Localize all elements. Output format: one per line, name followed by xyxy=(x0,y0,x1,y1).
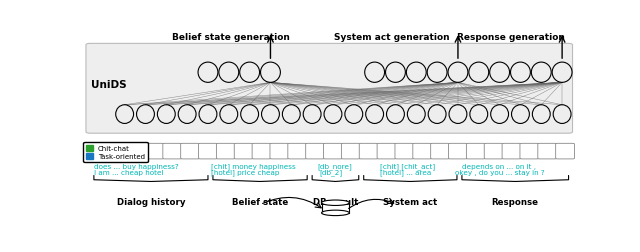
FancyBboxPatch shape xyxy=(556,144,575,159)
Text: Response: Response xyxy=(492,197,538,206)
Ellipse shape xyxy=(321,200,349,206)
Text: does ... buy happiness?: does ... buy happiness? xyxy=(94,163,179,169)
FancyBboxPatch shape xyxy=(252,144,271,159)
Text: DB result: DB result xyxy=(313,197,358,206)
FancyBboxPatch shape xyxy=(502,144,521,159)
FancyBboxPatch shape xyxy=(234,144,253,159)
FancyBboxPatch shape xyxy=(109,144,128,159)
FancyBboxPatch shape xyxy=(145,144,164,159)
FancyBboxPatch shape xyxy=(198,144,218,159)
Text: UniDS: UniDS xyxy=(91,80,127,89)
FancyBboxPatch shape xyxy=(467,144,485,159)
FancyBboxPatch shape xyxy=(484,144,503,159)
Ellipse shape xyxy=(321,210,349,216)
FancyBboxPatch shape xyxy=(92,144,110,159)
Text: System act: System act xyxy=(383,197,438,206)
FancyBboxPatch shape xyxy=(163,144,182,159)
FancyBboxPatch shape xyxy=(180,144,200,159)
Text: Response generation: Response generation xyxy=(456,33,564,42)
Text: [db_nore]: [db_nore] xyxy=(317,163,352,169)
Text: System act generation: System act generation xyxy=(333,33,449,42)
FancyBboxPatch shape xyxy=(86,44,573,134)
Text: Belief state generation: Belief state generation xyxy=(172,33,290,42)
Text: okey , do you ... stay in ?: okey , do you ... stay in ? xyxy=(455,169,545,175)
FancyBboxPatch shape xyxy=(270,144,289,159)
FancyBboxPatch shape xyxy=(413,144,431,159)
Text: [hotel] price cheap: [hotel] price cheap xyxy=(211,169,280,176)
FancyBboxPatch shape xyxy=(431,144,449,159)
Text: [db_2]: [db_2] xyxy=(319,169,342,176)
Text: I am ... cheap hotel: I am ... cheap hotel xyxy=(94,169,163,175)
Legend: Chit-chat, Task-oriented: Chit-chat, Task-oriented xyxy=(83,142,148,163)
FancyBboxPatch shape xyxy=(127,144,146,159)
FancyBboxPatch shape xyxy=(377,144,396,159)
Text: depends on ... on it ,: depends on ... on it , xyxy=(462,163,536,169)
FancyBboxPatch shape xyxy=(520,144,539,159)
FancyBboxPatch shape xyxy=(341,144,360,159)
FancyBboxPatch shape xyxy=(306,144,324,159)
FancyBboxPatch shape xyxy=(216,144,236,159)
FancyBboxPatch shape xyxy=(395,144,414,159)
Text: Dialog history: Dialog history xyxy=(116,197,185,206)
FancyBboxPatch shape xyxy=(359,144,378,159)
Text: [hotel] ... area: [hotel] ... area xyxy=(380,169,431,176)
Text: [chit] [chit_act]: [chit] [chit_act] xyxy=(380,163,435,169)
FancyBboxPatch shape xyxy=(288,144,307,159)
Text: [chit] money happiness: [chit] money happiness xyxy=(211,163,296,169)
FancyBboxPatch shape xyxy=(538,144,557,159)
FancyBboxPatch shape xyxy=(449,144,467,159)
FancyBboxPatch shape xyxy=(324,144,342,159)
Text: Belief state: Belief state xyxy=(232,197,288,206)
